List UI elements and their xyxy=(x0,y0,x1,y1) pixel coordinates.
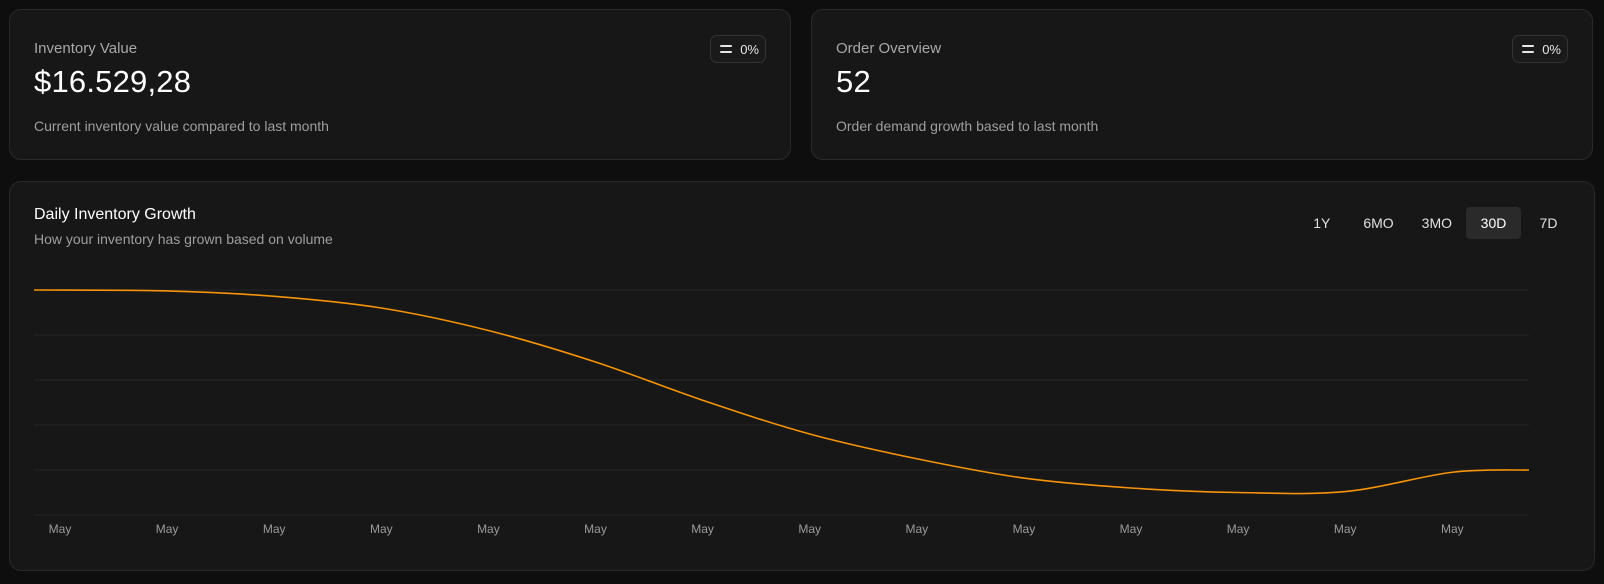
inventory-growth-chart: May May May May May May May May May May May May May M… xyxy=(33,289,1530,536)
range-1y-button[interactable]: 1Y xyxy=(1313,215,1331,231)
order-change-badge: 0% xyxy=(1512,35,1568,63)
equals-icon xyxy=(720,45,733,53)
order-change-text: 0% xyxy=(1542,41,1561,57)
order-overview-card: Order Overview 52 Order demand growth ba… xyxy=(811,9,1593,160)
x-tick-label: May xyxy=(49,522,72,536)
x-tick-label: May xyxy=(370,522,393,536)
x-tick-label: May xyxy=(263,522,286,536)
range-30d-button[interactable]: 30D xyxy=(1466,207,1521,239)
range-6mo-button[interactable]: 6MO xyxy=(1363,215,1394,231)
x-tick-label: May xyxy=(905,522,928,536)
equals-icon xyxy=(1522,45,1535,53)
inventory-change-text: 0% xyxy=(740,41,759,57)
x-tick-label: May xyxy=(1120,522,1143,536)
inventory-change-badge: 0% xyxy=(710,35,766,63)
range-3mo-button[interactable]: 3MO xyxy=(1421,215,1452,231)
order-overview-description: Order demand growth based to last month xyxy=(836,118,1099,134)
order-overview-count: 52 xyxy=(836,64,871,99)
order-overview-title: Order Overview xyxy=(836,40,942,57)
inventory-growth-line xyxy=(33,289,1530,495)
x-tick-label: May xyxy=(1441,522,1464,536)
x-tick-label: May xyxy=(1334,522,1357,536)
inventory-value-title: Inventory Value xyxy=(34,40,138,57)
x-tick-label: May xyxy=(1227,522,1250,536)
chart-title: Daily Inventory Growth xyxy=(34,206,196,223)
x-tick-label: May xyxy=(477,522,500,536)
x-tick-label: May xyxy=(156,522,179,536)
chart-subtitle: How your inventory has grown based on vo… xyxy=(34,231,333,247)
range-7d-button[interactable]: 7D xyxy=(1539,215,1558,231)
daily-inventory-growth-card: Daily Inventory Growth How your inventor… xyxy=(9,181,1595,571)
x-tick-label: May xyxy=(584,522,607,536)
x-tick-label: May xyxy=(691,522,714,536)
x-tick-label: May xyxy=(1013,522,1036,536)
inventory-value-amount: $16.529,28 xyxy=(34,64,192,99)
x-tick-label: May xyxy=(798,522,821,536)
inventory-value-card: Inventory Value $16.529,28 Current inven… xyxy=(9,9,791,160)
range-selector: 1Y 6MO 3MO 30D 7D xyxy=(1294,207,1576,239)
inventory-value-description: Current inventory value compared to last… xyxy=(34,118,329,134)
